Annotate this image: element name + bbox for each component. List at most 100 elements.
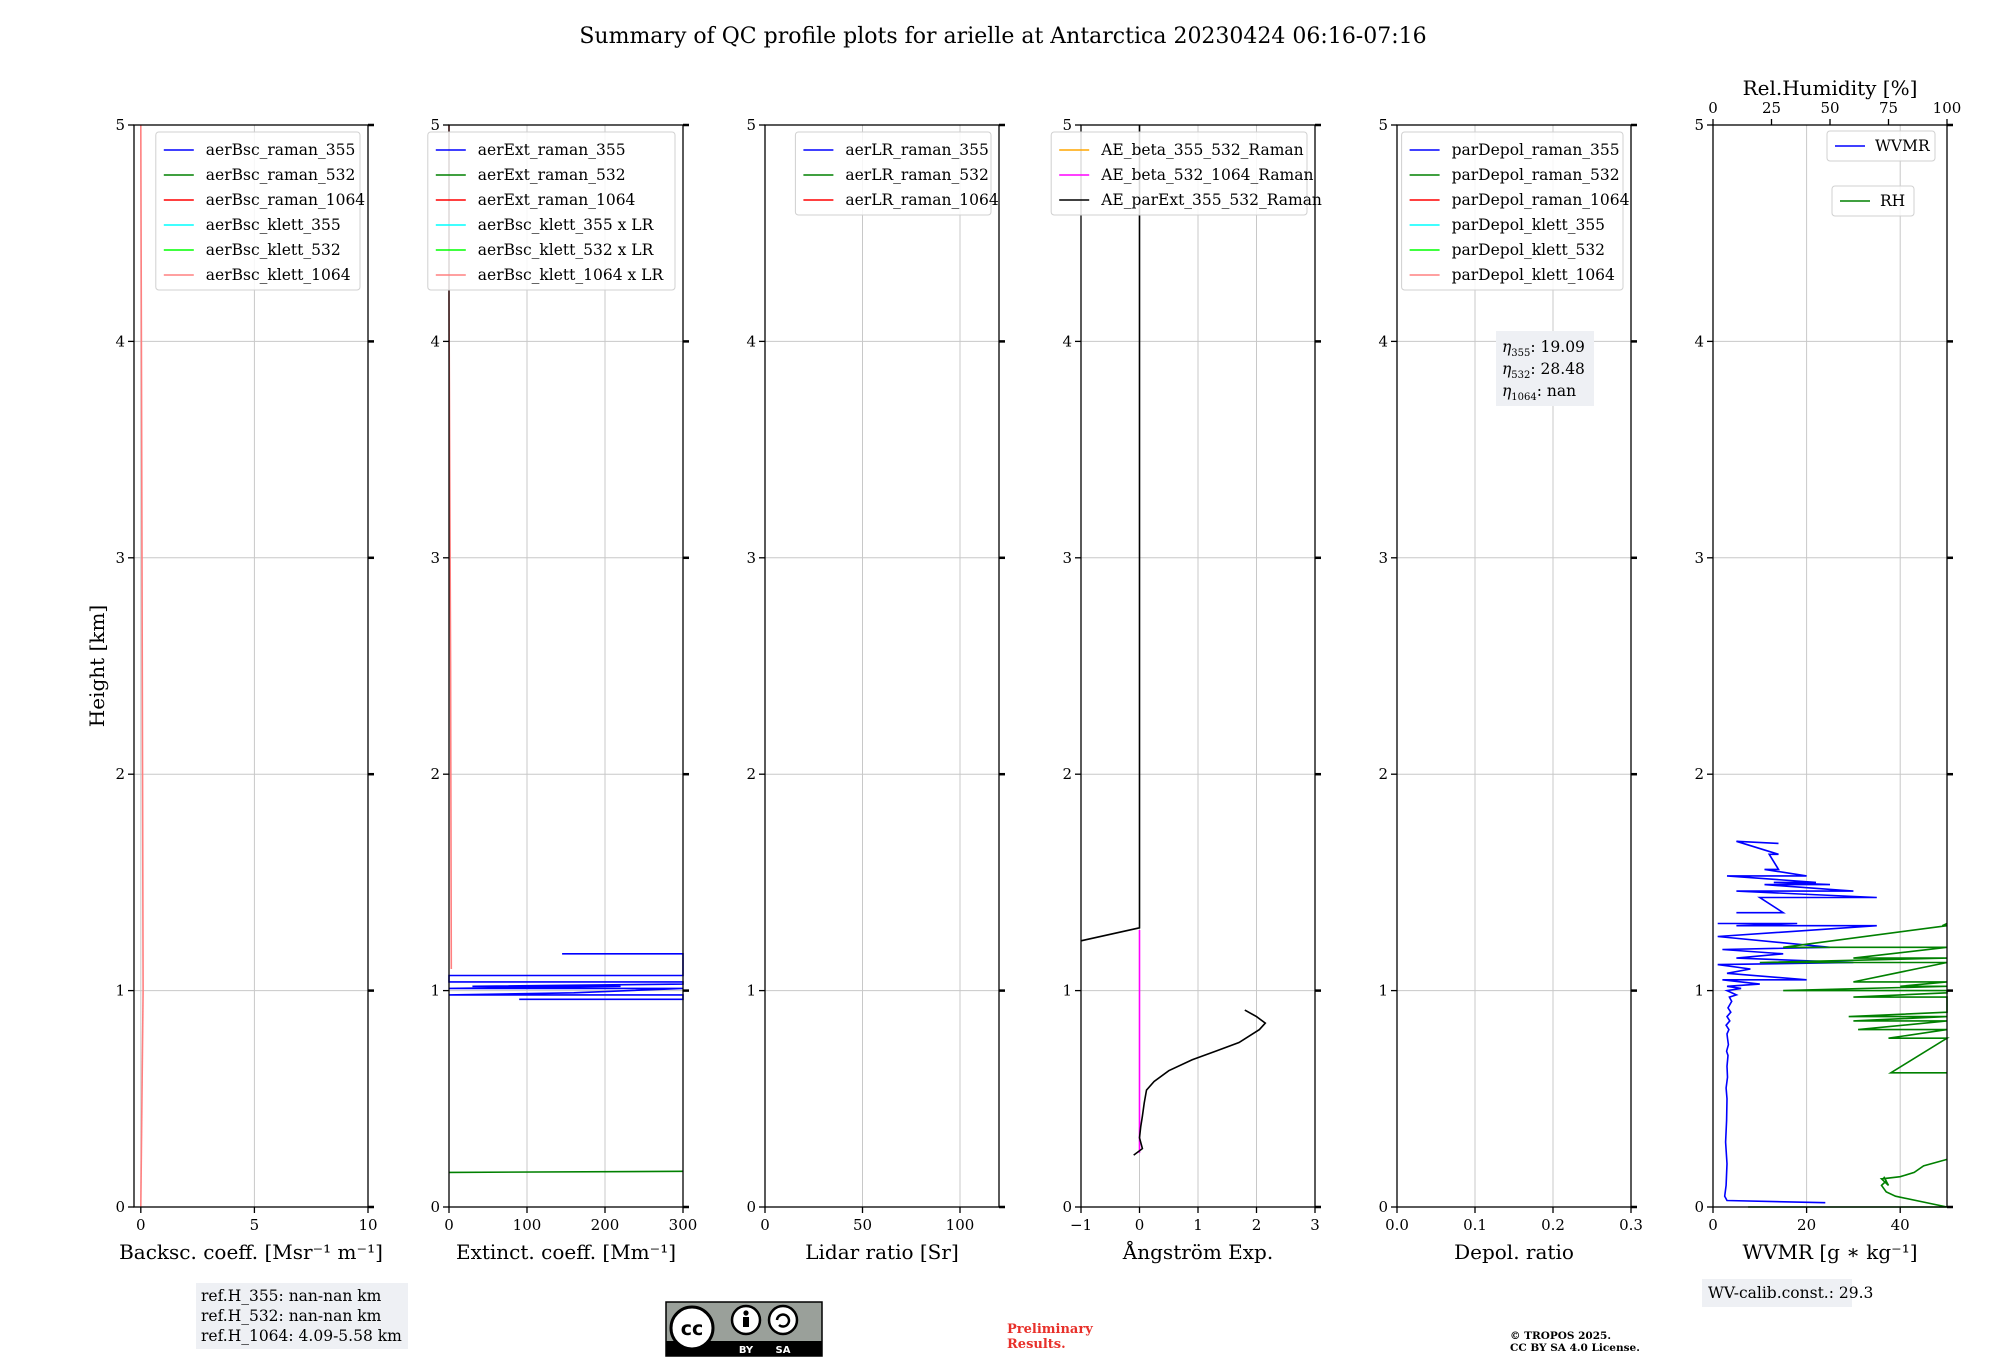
- legend-entry: aerBsc_klett_532: [206, 241, 341, 259]
- preliminary-label: Preliminary: [1007, 1322, 1093, 1337]
- legend-frame: [427, 131, 676, 291]
- x-tick-label: 5: [250, 1216, 260, 1234]
- eta-entry: η1064: nan: [1502, 382, 1576, 403]
- y-tick-label: 1: [1378, 982, 1388, 1000]
- axes-frame: [764, 124, 1000, 1208]
- top-x-tick-label: 50: [1820, 99, 1839, 117]
- y-tick-label: 4: [115, 332, 125, 350]
- x-tick-label: 3: [1310, 1216, 1320, 1234]
- legend-ae: AE_beta_355_532_Raman AE_beta_532_1064_Ra…: [1050, 131, 1322, 216]
- cc-license-badge[interactable]: cc BY SA: [665, 1301, 823, 1357]
- y-tick-label: 3: [1694, 549, 1704, 567]
- y-tick-label: 2: [1378, 765, 1388, 783]
- y-tick-label: 3: [115, 549, 125, 567]
- eta-value: : 19.09: [1530, 338, 1585, 356]
- panel-ext: 0 1 2 3 4 5 0 100 200 300 Extinct. coeff. [Mm⁻¹] ae…: [427, 116, 698, 1264]
- y-tick-label: 1: [746, 982, 756, 1000]
- series-aerext-raman-532: [448, 1170, 684, 1174]
- panel-depol: 0 1 2 3 4 5 0.0 0.1 0.2 0.3 Depol. ratio parDepol_r…: [1378, 116, 1642, 1264]
- ref-height-line: ref.H_532: nan-nan km: [201, 1307, 382, 1325]
- person-icon-head: [743, 1310, 749, 1316]
- info-box-wv: WV-calib.const.: 29.3: [1702, 1279, 1873, 1307]
- figure-title: Summary of QC profile plots for arielle …: [579, 24, 1426, 49]
- x-tick-label: 300: [669, 1216, 698, 1234]
- legend-entry: aerExt_raman_355: [478, 141, 626, 159]
- y-tick-label: 1: [1694, 982, 1704, 1000]
- legend-frame: [155, 131, 361, 291]
- person-icon-body: [743, 1317, 749, 1327]
- x-tick-label: 0.2: [1541, 1216, 1565, 1234]
- y-tick-label: 4: [746, 332, 756, 350]
- y-tick-label: 2: [746, 765, 756, 783]
- x-axis-label: Backsc. coeff. [Msr⁻¹ m⁻¹]: [119, 1240, 383, 1264]
- x-tick-label: 0.3: [1619, 1216, 1643, 1234]
- series-ae-parext-355-532-raman: [1080, 125, 1141, 942]
- x-axis-label: Extinct. coeff. [Mm⁻¹]: [456, 1240, 676, 1264]
- eta-symbol: η: [1502, 382, 1512, 400]
- y-tick-label: 2: [1062, 765, 1072, 783]
- y-tick-label: 2: [115, 765, 125, 783]
- top-x-tick-label: 75: [1879, 99, 1898, 117]
- x-tick-label: 20: [1797, 1216, 1816, 1234]
- x-tick-label: 0: [760, 1216, 770, 1234]
- eta-value: : 28.48: [1530, 360, 1585, 378]
- legend-ext: aerExt_raman_355 aerExt_raman_532 aerExt_r…: [427, 131, 676, 291]
- wv-calib-const: WV-calib.const.: 29.3: [1708, 1284, 1873, 1302]
- y-tick-label: 4: [1378, 332, 1388, 350]
- y-tick-label: 1: [1062, 982, 1072, 1000]
- legend-entry: aerBsc_klett_1064 x LR: [478, 266, 665, 284]
- legend-entry: aerExt_raman_1064: [478, 191, 636, 209]
- x-axis-label: Ångström Exp.: [1122, 1239, 1273, 1264]
- series-ae-parext-355-532-raman-low: [1133, 1009, 1267, 1156]
- legend-entry: aerBsc_klett_1064: [206, 266, 351, 284]
- y-tick-label: 5: [115, 116, 125, 134]
- top-x-tick-label: 100: [1933, 99, 1962, 117]
- copyright-label: © TROPOS 2025.: [1510, 1330, 1611, 1342]
- y-tick-label: 0: [115, 1198, 125, 1216]
- info-box-frame: [1702, 1279, 1852, 1307]
- x-tick-label: 1: [1193, 1216, 1203, 1234]
- x-axis-label: Depol. ratio: [1454, 1240, 1574, 1264]
- eta-value: : nan: [1537, 382, 1576, 400]
- legend-entry: aerBsc_raman_355: [206, 141, 356, 159]
- x-tick-label: 0: [444, 1216, 454, 1234]
- x-tick-label: −1: [1070, 1216, 1092, 1234]
- y-tick-label: 5: [430, 116, 440, 134]
- top-axis-label: Rel.Humidity [%]: [1743, 76, 1918, 100]
- legend-frame: [1401, 131, 1624, 291]
- ref-height-line: ref.H_1064: 4.09-5.58 km: [201, 1327, 402, 1345]
- cc-sa-label: SA: [776, 1345, 791, 1356]
- y-tick-label: 1: [430, 982, 440, 1000]
- x-tick-label: 10: [358, 1216, 377, 1234]
- axes-frame: [1712, 124, 1948, 1208]
- x-tick-label: 0.1: [1463, 1216, 1487, 1234]
- eta-entry: η355: 19.09: [1502, 338, 1585, 359]
- legend-entry: parDepol_raman_532: [1452, 166, 1620, 184]
- x-tick-label: 200: [591, 1216, 620, 1234]
- top-x-tick-label: 0: [1708, 99, 1718, 117]
- series-wvmr: [1717, 922, 1877, 1204]
- legend-entry: aerBsc_klett_355 x LR: [478, 216, 655, 234]
- y-tick-label: 5: [1062, 116, 1072, 134]
- y-tick-label: 4: [1062, 332, 1072, 350]
- y-tick-label: 0: [1694, 1198, 1704, 1216]
- x-tick-label: 50: [853, 1216, 872, 1234]
- legend-entry: parDepol_klett_1064: [1452, 266, 1615, 284]
- panel-bsc: 0 1 2 3 4 5 0 5 10 Backsc. coeff. [Msr⁻¹ m⁻¹] Heig…: [85, 116, 408, 1349]
- eta-subscript: 355: [1511, 348, 1530, 359]
- series-aerbsc-klett-1064: [140, 124, 144, 991]
- legend-entry: aerBsc_raman_1064: [206, 191, 366, 209]
- x-tick-label: 0: [1135, 1216, 1145, 1234]
- legend-entry: aerLR_raman_1064: [845, 191, 998, 209]
- y-tick-label: 2: [430, 765, 440, 783]
- eta-subscript: 1064: [1511, 392, 1536, 403]
- legend-lr: aerLR_raman_355 aerLR_raman_532 aerLR_rama…: [794, 131, 999, 216]
- ref-height-line: ref.H_355: nan-nan km: [201, 1287, 382, 1305]
- y-tick-label: 5: [1378, 116, 1388, 134]
